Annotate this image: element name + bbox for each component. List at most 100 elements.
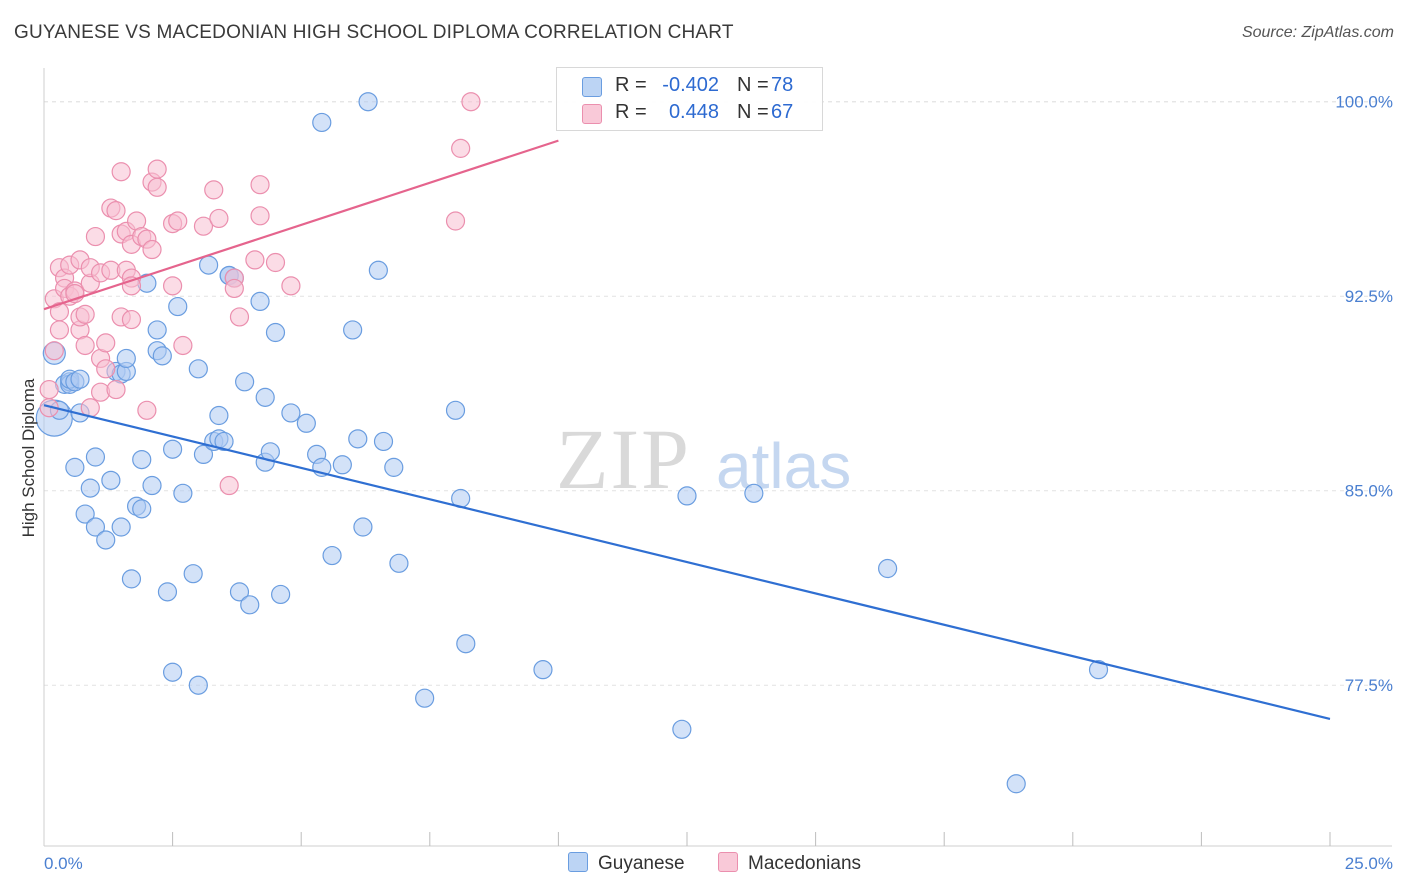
macedonian-point bbox=[451, 138, 471, 158]
macedonian-point bbox=[229, 307, 250, 327]
macedonian-point bbox=[461, 92, 481, 112]
guyanese-point bbox=[255, 387, 275, 407]
macedonian-point bbox=[250, 175, 270, 195]
macedonian-point bbox=[147, 177, 167, 197]
macedonian-trend-line bbox=[43, 139, 559, 311]
guyanese-swatch bbox=[568, 852, 588, 872]
guyanese-point bbox=[85, 447, 106, 467]
guyanese-point bbox=[878, 558, 898, 579]
tick-labels: 77.5% 85.0% 92.5% 100.0% 0.0% 25.0% bbox=[44, 93, 1393, 873]
guyanese-point bbox=[384, 457, 404, 477]
guyanese-point bbox=[111, 517, 131, 537]
guyanese-point bbox=[1006, 774, 1026, 794]
macedonian-point bbox=[75, 335, 95, 356]
guyanese-point bbox=[672, 719, 692, 739]
guyanese-label: Guyanese bbox=[598, 853, 685, 874]
legend-n-value: 67 bbox=[771, 101, 794, 123]
macedonian-point bbox=[193, 216, 214, 236]
macedonian-point bbox=[209, 208, 229, 229]
macedonian-point bbox=[49, 320, 70, 340]
macedonian-point bbox=[281, 276, 301, 296]
guyanese-point bbox=[116, 348, 136, 369]
guyanese-point bbox=[101, 470, 121, 490]
guyanese-point bbox=[271, 584, 291, 605]
watermark-atlas: atlas bbox=[716, 430, 851, 502]
guyanese-point bbox=[75, 504, 95, 524]
guyanese-point bbox=[142, 475, 162, 496]
macedonian-point bbox=[163, 276, 183, 296]
guyanese-point bbox=[132, 499, 152, 519]
guyanese-point bbox=[250, 291, 270, 311]
chart-title: GUYANESE VS MACEDONIAN HIGH SCHOOL DIPLO… bbox=[14, 22, 734, 43]
macedonian-point bbox=[168, 211, 188, 231]
macedonian-point bbox=[44, 341, 64, 361]
legend-swatch-guyanese bbox=[582, 77, 602, 97]
legend-n-value: 78 bbox=[771, 74, 794, 96]
guyanese-point bbox=[147, 320, 167, 340]
guyanese-point bbox=[389, 553, 409, 573]
guyanese-point bbox=[152, 346, 172, 366]
macedonian-point bbox=[106, 201, 126, 221]
watermark: ZIP atlas bbox=[556, 411, 851, 507]
guyanese-point bbox=[188, 675, 208, 695]
guyanese-point bbox=[173, 483, 193, 503]
legend-r-label: R = bbox=[615, 74, 647, 96]
macedonian-point bbox=[245, 250, 265, 270]
y-tick-label: 92.5% bbox=[1345, 287, 1393, 306]
macedonian-point bbox=[137, 400, 157, 420]
macedonians-label: Macedonians bbox=[748, 853, 862, 874]
guyanese-point bbox=[368, 260, 388, 280]
macedonian-point bbox=[173, 335, 193, 356]
guyanese-point bbox=[281, 403, 301, 423]
legend-r-label: R = bbox=[615, 101, 647, 123]
macedonian-point bbox=[265, 252, 286, 273]
guyanese-point bbox=[163, 662, 183, 682]
macedonian-point bbox=[142, 239, 162, 260]
macedonian-point bbox=[96, 359, 116, 379]
legend-swatch-macedonian bbox=[582, 104, 602, 124]
stats-legend: R = -0.402 N = 78 R = 0.448 N = 67 bbox=[556, 67, 823, 131]
guyanese-point bbox=[322, 545, 342, 566]
macedonian-point bbox=[445, 211, 466, 231]
guyanese-point bbox=[296, 413, 316, 433]
guyanese-point bbox=[332, 455, 352, 475]
guyanese-point bbox=[193, 444, 214, 465]
guyanese-point bbox=[533, 660, 553, 680]
guyanese-point bbox=[209, 405, 229, 426]
guyanese-point bbox=[163, 439, 183, 459]
trend-lines bbox=[43, 139, 1331, 720]
guyanese-point bbox=[199, 255, 219, 275]
macedonians-swatch bbox=[718, 852, 738, 872]
macedonian-point bbox=[111, 162, 131, 182]
y-tick-label: 100.0% bbox=[1335, 93, 1393, 112]
guyanese-point bbox=[188, 359, 208, 379]
guyanese-point bbox=[240, 595, 260, 615]
series-legend: Guyanese Macedonians bbox=[0, 852, 1406, 876]
legend-row-guyanese: R = -0.402 N = 78 bbox=[557, 74, 822, 100]
axes bbox=[43, 68, 1392, 847]
guyanese-point bbox=[373, 431, 394, 452]
macedonian-point bbox=[75, 304, 95, 324]
guyanese-point bbox=[183, 564, 203, 584]
legend-item-macedonians: Macedonians bbox=[718, 852, 861, 875]
guyanese-point bbox=[456, 634, 476, 654]
macedonian-point bbox=[147, 159, 167, 179]
guyanese-point bbox=[85, 517, 106, 537]
y-tick-label: 85.0% bbox=[1345, 482, 1393, 501]
legend-item-guyanese: Guyanese bbox=[568, 852, 685, 875]
guyanese-point bbox=[132, 449, 152, 470]
guyanese-point bbox=[445, 400, 466, 420]
guyanese-point bbox=[80, 478, 100, 498]
guyanese-point bbox=[348, 429, 368, 449]
y-tick-label: 77.5% bbox=[1345, 676, 1393, 695]
guyanese-point bbox=[1088, 660, 1109, 680]
macedonian-point bbox=[224, 278, 244, 299]
guyanese-point bbox=[265, 322, 286, 343]
guyanese-point bbox=[96, 530, 116, 550]
guyanese-point bbox=[677, 486, 697, 506]
guyanese-point bbox=[229, 582, 250, 602]
guyanese-point bbox=[744, 483, 764, 503]
macedonian-point bbox=[121, 309, 142, 330]
macedonian-point bbox=[85, 226, 106, 247]
